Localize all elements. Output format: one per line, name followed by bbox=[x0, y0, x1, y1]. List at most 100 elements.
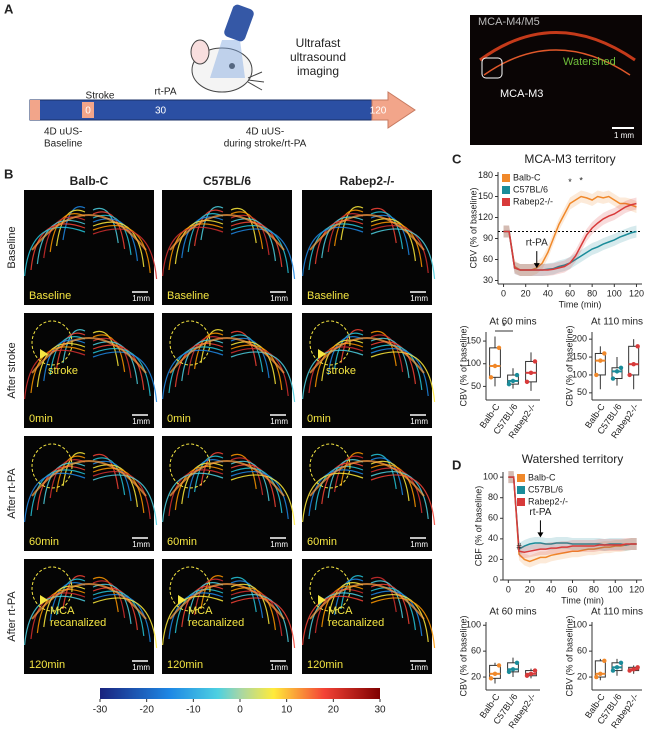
annotation-arrow bbox=[40, 349, 48, 359]
vessel-texture bbox=[230, 228, 296, 280]
phase-label: 4D uUS- bbox=[246, 127, 284, 138]
vessel-texture bbox=[92, 228, 158, 280]
x-tick-label: 80 bbox=[589, 584, 599, 594]
series-line bbox=[503, 202, 637, 271]
vessel-texture bbox=[230, 474, 296, 526]
vessel-texture bbox=[308, 346, 364, 394]
point bbox=[614, 369, 620, 374]
point bbox=[514, 372, 520, 378]
mouse-icon bbox=[190, 4, 265, 93]
vessel-texture bbox=[30, 346, 86, 394]
row-label: After rt-PA bbox=[6, 468, 18, 519]
annotation: rt-PA bbox=[526, 238, 548, 249]
scale-label: 1mm bbox=[132, 663, 150, 672]
legend-swatch bbox=[517, 474, 525, 482]
brain-image bbox=[24, 190, 154, 305]
scale-label: 1mm bbox=[132, 294, 150, 303]
vessel-texture bbox=[30, 223, 86, 271]
phase-label: 4D uUS- bbox=[44, 127, 82, 138]
vessel-texture bbox=[92, 351, 158, 403]
image-texture bbox=[479, 31, 636, 62]
colorbar-label: 10 bbox=[281, 705, 293, 716]
legend-label: Balb-C bbox=[513, 172, 541, 182]
x-tick-label: 40 bbox=[543, 288, 553, 298]
colorbar-label: 30 bbox=[374, 705, 386, 716]
brain-image bbox=[302, 313, 432, 428]
time-label: Baseline bbox=[167, 290, 209, 302]
y-axis-label: CBV (% of baseline) bbox=[468, 187, 478, 268]
cortex-texture bbox=[309, 460, 425, 497]
phase-label: Baseline bbox=[44, 139, 83, 150]
row-label: After rt-PA bbox=[6, 591, 18, 642]
y-axis-label: CBV (% of baseline) bbox=[564, 325, 574, 406]
vessel-texture bbox=[92, 597, 158, 649]
image-annotation: MCA bbox=[50, 605, 75, 617]
column-header: C57BL/6 bbox=[203, 174, 251, 188]
time-label: 0min bbox=[167, 413, 191, 425]
y-tick-label: 100 bbox=[572, 369, 587, 379]
scale-label: 1mm bbox=[270, 294, 288, 303]
vessel-texture bbox=[230, 351, 296, 403]
scale-label: 1mm bbox=[410, 540, 428, 549]
time-label: 60min bbox=[307, 536, 337, 548]
significance: * bbox=[579, 175, 583, 185]
annotation-arrow bbox=[318, 595, 326, 605]
scale-label: 1mm bbox=[410, 417, 428, 426]
point bbox=[510, 378, 516, 384]
brain-image bbox=[302, 190, 432, 305]
cortex-texture bbox=[31, 460, 147, 497]
panel-label: B bbox=[4, 166, 13, 181]
y-tick-label: 60 bbox=[488, 513, 498, 523]
colorbar-label: 0 bbox=[237, 705, 243, 716]
colorbar-label: 20 bbox=[328, 705, 340, 716]
time-label: 120 bbox=[370, 106, 387, 117]
time-label: 60min bbox=[29, 536, 59, 548]
x-axis-label: Time (min) bbox=[561, 595, 604, 605]
chart-title: At 60 mins bbox=[489, 607, 536, 618]
point bbox=[602, 351, 607, 356]
legend-label: Rabep2-/- bbox=[513, 196, 553, 206]
panel-a-title: Ultrafast bbox=[296, 36, 341, 50]
lesion-outline bbox=[169, 320, 211, 366]
panel-label: C bbox=[452, 151, 462, 166]
band bbox=[508, 471, 637, 559]
point bbox=[532, 668, 538, 673]
phase-label: during stroke/rt-PA bbox=[224, 139, 307, 150]
point bbox=[496, 345, 502, 351]
legend-label: Rabep2-/- bbox=[528, 496, 568, 506]
point bbox=[598, 358, 603, 363]
vessel-texture bbox=[92, 474, 158, 526]
time-label: 120min bbox=[307, 659, 343, 671]
series-line bbox=[508, 476, 637, 553]
y-tick-label: 150 bbox=[466, 335, 481, 345]
image-label: MCA-M3 bbox=[500, 88, 543, 100]
overview-image bbox=[470, 15, 642, 145]
image-label: Watershed bbox=[563, 56, 616, 68]
y-tick-label: 60 bbox=[577, 646, 587, 656]
scale-label: 1mm bbox=[270, 417, 288, 426]
significance: # bbox=[517, 541, 522, 551]
image-annotation: recanalized bbox=[328, 617, 384, 629]
x-tick-label: 120 bbox=[629, 584, 644, 594]
brain-image bbox=[162, 190, 292, 305]
cortex-texture bbox=[169, 337, 285, 374]
image-texture bbox=[483, 49, 631, 76]
lesion-outline bbox=[309, 320, 351, 366]
roi-outline bbox=[481, 57, 503, 79]
y-tick-label: 20 bbox=[471, 671, 481, 681]
vessel-texture bbox=[24, 226, 86, 277]
box bbox=[489, 347, 501, 378]
point bbox=[618, 365, 624, 370]
lesion-outline bbox=[169, 566, 211, 612]
point bbox=[594, 372, 599, 378]
vessel-texture bbox=[168, 223, 224, 271]
stroke-marker bbox=[82, 102, 94, 118]
chart-title: At 110 mins bbox=[591, 607, 643, 618]
band bbox=[508, 471, 637, 556]
cortex-texture bbox=[169, 460, 285, 497]
scale-label: 1mm bbox=[132, 540, 150, 549]
y-tick-label: 20 bbox=[577, 671, 587, 681]
cortex-texture bbox=[31, 337, 147, 374]
band bbox=[503, 197, 637, 276]
